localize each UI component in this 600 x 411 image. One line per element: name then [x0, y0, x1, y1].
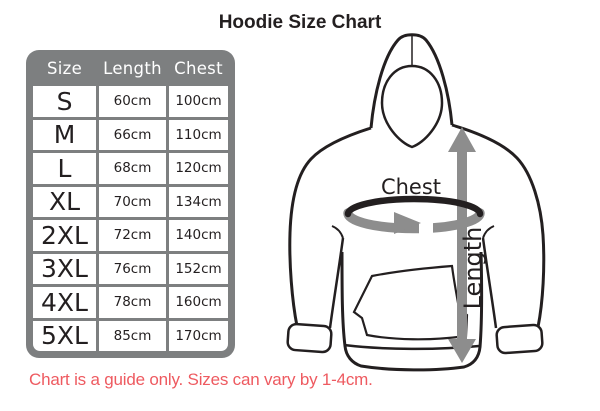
- right-cuff: [495, 323, 544, 355]
- left-armpit-curve: [331, 225, 344, 239]
- size-label-cell: XL: [33, 186, 96, 217]
- length-label: Length: [459, 227, 487, 310]
- column-header-chest: Chest: [174, 58, 223, 78]
- left-sleeve-seam: [328, 237, 345, 329]
- chest-value-cell: 134cm: [169, 186, 228, 217]
- left-cuff: [286, 322, 333, 354]
- length-value-cell: 70cm: [99, 186, 166, 217]
- size-label-cell: 3XL: [33, 253, 96, 284]
- chest-arrow-gap: [419, 217, 433, 237]
- kangaroo-pocket: [352, 264, 469, 341]
- length-value-cell: 68cm: [99, 153, 166, 184]
- size-table: Size Length Chest S 60cm 100cm M 66cm 11…: [26, 50, 235, 358]
- chest-value-cell: 110cm: [169, 119, 228, 150]
- torso-outline: [340, 251, 484, 372]
- left-sleeve-outer: [288, 126, 372, 327]
- length-value-cell: 76cm: [99, 253, 166, 284]
- size-label-cell: M: [33, 119, 96, 150]
- chest-value-cell: 100cm: [169, 86, 228, 117]
- right-sleeve-outer: [451, 123, 546, 328]
- disclaimer-note: Chart is a guide only. Sizes can vary by…: [29, 370, 373, 389]
- size-label-cell: 2XL: [33, 220, 96, 251]
- length-value-cell: 72cm: [99, 220, 166, 251]
- column-header-size: Size: [46, 58, 83, 78]
- length-value-cell: 60cm: [99, 86, 166, 117]
- chest-value-cell: 152cm: [169, 253, 228, 284]
- length-value-cell: 78cm: [99, 287, 166, 318]
- chest-value-cell: 160cm: [169, 287, 228, 318]
- length-value-cell: 85cm: [99, 320, 166, 351]
- hoodie-diagram: Chest Length: [286, 33, 546, 372]
- hoodie-outline-drawing: [286, 33, 546, 372]
- length-arrow: [448, 127, 476, 363]
- size-label-cell: L: [33, 153, 96, 184]
- size-table-body: S 60cm 100cm M 66cm 110cm L 68cm 120cm X…: [33, 86, 228, 351]
- chest-label: Chest: [381, 175, 441, 199]
- size-label-cell: 4XL: [33, 287, 96, 318]
- right-sleeve-seam: [481, 237, 498, 329]
- chest-value-cell: 170cm: [169, 320, 228, 351]
- column-header-length: Length: [103, 58, 162, 78]
- size-label-cell: S: [33, 86, 96, 117]
- page-title: Hoodie Size Chart: [218, 12, 382, 33]
- chest-circumference-arrow: [343, 195, 485, 237]
- size-table-header: Size Length Chest: [33, 50, 228, 86]
- chest-arc-back: [344, 195, 484, 218]
- chest-value-cell: 120cm: [169, 153, 228, 184]
- chest-arrowhead-icon: [394, 212, 421, 234]
- chest-arc-front: [343, 208, 485, 234]
- length-value-cell: 66cm: [99, 119, 166, 150]
- chest-value-cell: 140cm: [169, 220, 228, 251]
- hood-face-opening: [380, 64, 444, 149]
- right-armpit-curve: [482, 225, 495, 239]
- size-label-cell: 5XL: [33, 320, 96, 351]
